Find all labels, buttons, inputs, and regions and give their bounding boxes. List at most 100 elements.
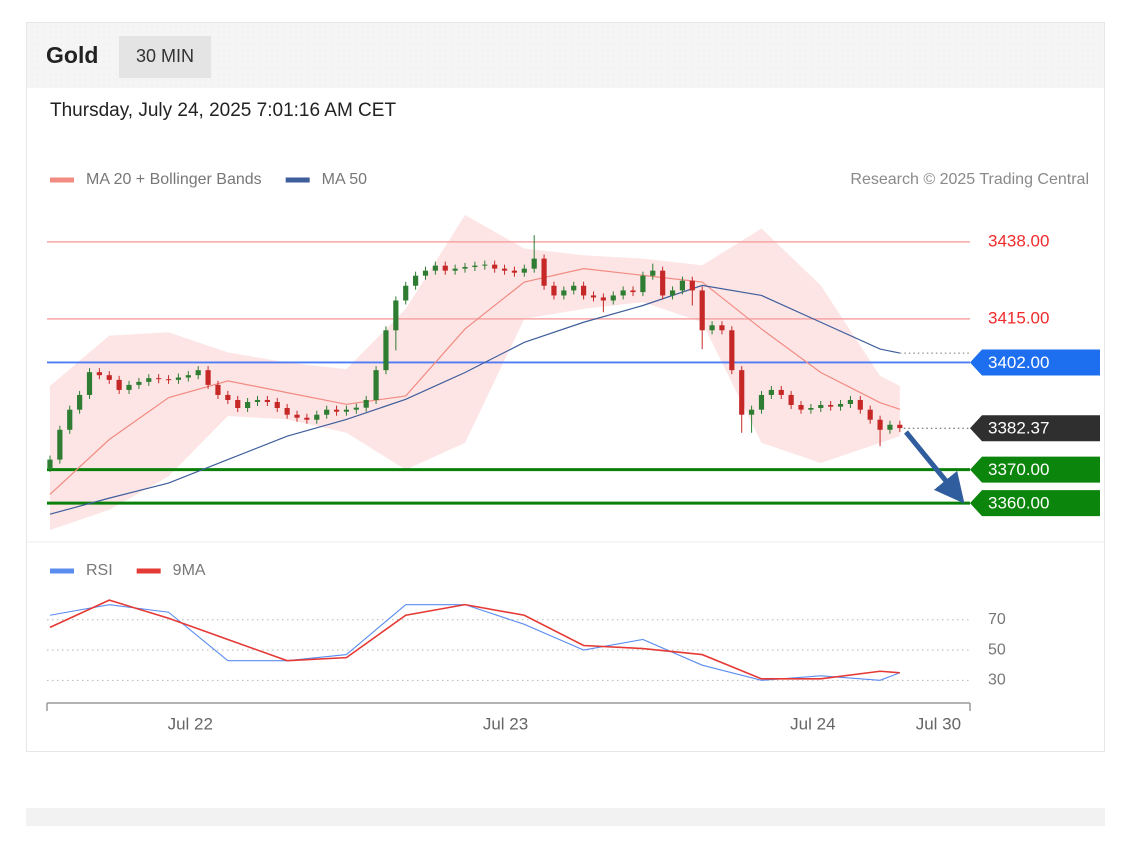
candle-body xyxy=(146,378,152,382)
legend-label: MA 20 + Bollinger Bands xyxy=(86,171,262,188)
candle-body xyxy=(235,399,241,409)
candle-body xyxy=(561,290,567,296)
y-tick-label: 70 xyxy=(988,611,1006,628)
candle-body xyxy=(531,258,537,269)
candle-body xyxy=(501,268,508,271)
candle-body xyxy=(590,295,597,298)
price-tag-label: 3360.00 xyxy=(988,494,1049,513)
candle-body xyxy=(284,408,290,415)
x-tick-label: Jul 30 xyxy=(916,714,961,733)
legend-label: 9MA xyxy=(173,562,206,579)
price-tag-label: 3402.00 xyxy=(988,353,1049,372)
indicator-line xyxy=(49,599,900,680)
candle-body xyxy=(581,285,587,296)
candle-body xyxy=(86,372,93,395)
candle-body xyxy=(57,429,63,460)
candle-body xyxy=(324,409,330,415)
candle-body xyxy=(245,401,251,409)
candle-body xyxy=(294,414,300,418)
candle-body xyxy=(225,394,231,400)
candle-body xyxy=(205,370,211,385)
candle-body xyxy=(116,379,122,390)
timeframe-box[interactable] xyxy=(119,36,211,78)
candle-body xyxy=(768,389,774,395)
candle-body xyxy=(877,419,883,430)
candle-body xyxy=(857,399,863,410)
candle-body xyxy=(758,394,765,410)
candle-body xyxy=(185,375,191,378)
candle-body xyxy=(156,378,162,380)
candle-body xyxy=(798,404,804,410)
candle-body xyxy=(393,300,399,331)
candle-body xyxy=(304,417,310,420)
instrument: Gold xyxy=(46,42,98,68)
candle-body xyxy=(640,275,646,293)
candle-body xyxy=(620,290,626,296)
candle-body xyxy=(630,290,636,293)
price-tag-label: 3382.37 xyxy=(988,419,1049,438)
price-tag xyxy=(970,456,1100,483)
candle-body xyxy=(96,372,102,376)
forecast-arrow xyxy=(904,430,965,504)
candle-body xyxy=(343,409,350,412)
candle-body xyxy=(442,265,448,271)
candle-body xyxy=(600,297,606,301)
price-tag xyxy=(970,415,1100,442)
price-tag-label: 3370.00 xyxy=(988,460,1049,479)
ma-line xyxy=(49,284,900,515)
candle-body xyxy=(709,325,715,331)
candle-body xyxy=(778,389,784,395)
footer-bar xyxy=(26,808,1105,826)
y-tick-label: 50 xyxy=(988,641,1006,658)
candle-body xyxy=(472,265,478,267)
candle-body xyxy=(482,264,488,266)
candle-body xyxy=(541,258,547,286)
candle-body xyxy=(511,270,518,273)
candle-body xyxy=(818,404,824,409)
candle-body xyxy=(47,459,53,468)
candle-body xyxy=(254,399,261,402)
candle-body xyxy=(264,399,270,402)
candle-body xyxy=(847,399,854,404)
candle-body xyxy=(353,407,359,410)
candle-body xyxy=(887,424,893,430)
candle-body xyxy=(67,409,73,430)
candle-body xyxy=(333,409,340,412)
candle-body xyxy=(610,295,616,301)
candle-body xyxy=(452,268,458,271)
candle-body xyxy=(660,270,666,296)
candle-body xyxy=(77,394,83,410)
candle-body xyxy=(314,414,320,420)
y-tick-label: 30 xyxy=(988,672,1006,689)
candle-body xyxy=(837,403,844,407)
candle-body xyxy=(492,264,498,269)
price-tag xyxy=(970,490,1100,517)
bollinger-band xyxy=(49,215,900,530)
candle-body xyxy=(175,377,182,380)
candle-body xyxy=(729,330,735,371)
candle-body xyxy=(373,370,379,400)
timestamp: Thursday, July 24, 2025 7:01:16 AM CET xyxy=(50,100,396,121)
candle-body xyxy=(571,285,577,291)
candle-body xyxy=(669,290,676,296)
ma-line xyxy=(49,268,901,495)
timeframe[interactable]: 30 MIN xyxy=(136,46,194,66)
candle-body xyxy=(867,409,873,420)
candle-body xyxy=(383,330,389,371)
candle-body xyxy=(126,384,132,390)
candle-body xyxy=(215,384,221,395)
candle-body xyxy=(788,394,794,405)
legend-label: RSI xyxy=(86,562,113,579)
candle-body xyxy=(719,325,725,331)
candle-body xyxy=(551,285,557,296)
candle-body xyxy=(808,408,814,410)
price-tag xyxy=(970,349,1100,376)
x-tick-label: Jul 24 xyxy=(790,714,835,733)
candle-body xyxy=(521,268,527,273)
candle-body xyxy=(403,285,409,301)
candle-body xyxy=(679,280,686,291)
candle-body xyxy=(106,375,112,380)
candle-body xyxy=(363,399,369,408)
candle-body xyxy=(422,270,429,276)
candle-body xyxy=(739,370,745,415)
